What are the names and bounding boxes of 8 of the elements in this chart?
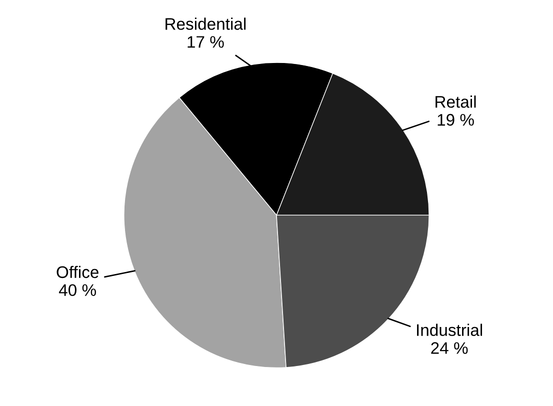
slice-label: Residential [166, 18, 246, 30]
slice-label: Retail [436, 96, 476, 108]
slice-label: Industrial [417, 324, 482, 336]
data-label: 19 % [438, 114, 474, 126]
data-label: 17 % [188, 36, 224, 48]
data-label: 40 % [58, 284, 96, 296]
slice-label: Office [56, 266, 98, 278]
data-label: 24 % [431, 342, 468, 354]
